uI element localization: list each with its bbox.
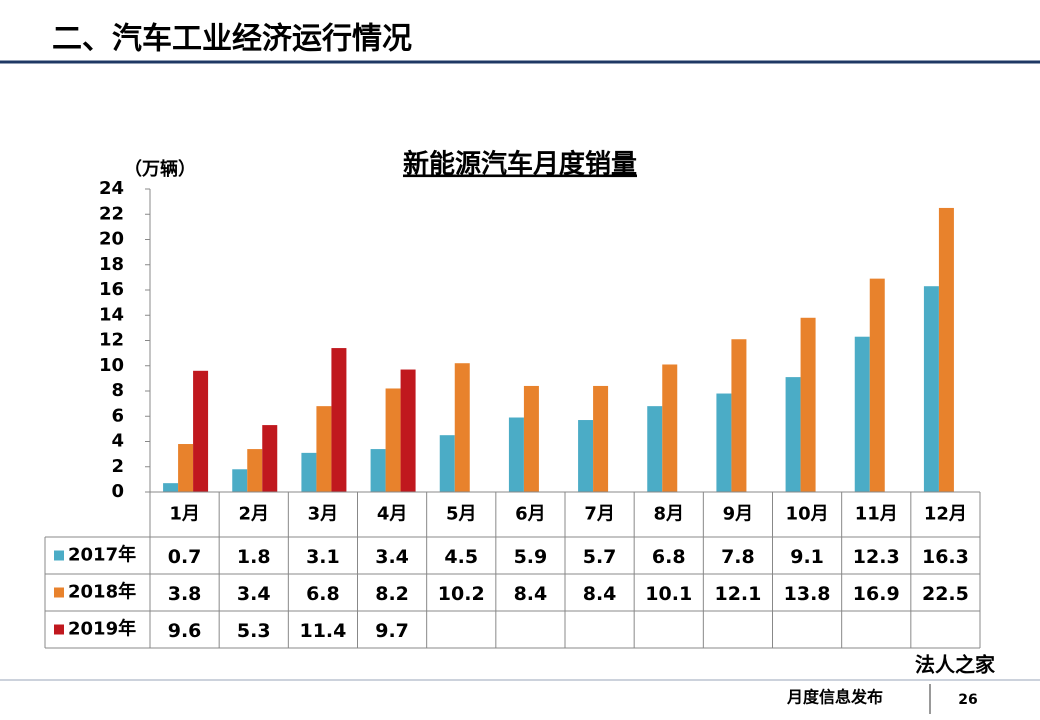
- table-value: 5.9: [514, 546, 548, 568]
- bar: [923, 286, 939, 492]
- table-value: 12.3: [853, 546, 900, 568]
- table-value: 6.8: [652, 546, 686, 568]
- table-value: 9.7: [375, 620, 409, 642]
- y-tick-label: 4: [111, 431, 124, 452]
- bar: [247, 449, 263, 492]
- bar: [331, 348, 347, 492]
- bar: [316, 406, 332, 492]
- bar: [869, 278, 885, 492]
- x-tick-label: 7月: [584, 504, 615, 525]
- x-tick-label: 8月: [653, 504, 684, 525]
- bar: [578, 420, 594, 492]
- legend-label: 2018年: [68, 581, 136, 603]
- table-value: 11.4: [299, 620, 346, 642]
- legend-label: 2019年: [68, 618, 136, 640]
- x-tick-label: 10月: [786, 504, 829, 525]
- legend-swatch: [54, 587, 64, 598]
- table-value: 0.7: [168, 546, 202, 568]
- table-value: 22.5: [922, 583, 969, 605]
- table-value: 5.3: [237, 620, 271, 642]
- bar: [370, 449, 386, 492]
- bar: [193, 370, 209, 492]
- table-value: 3.1: [306, 546, 340, 568]
- y-axis-label: （万辆）: [124, 158, 196, 180]
- bar: [593, 385, 609, 492]
- table-value: 7.8: [721, 546, 755, 568]
- bar: [232, 469, 248, 492]
- table-value: 3.4: [237, 583, 271, 605]
- y-tick-label: 0: [111, 481, 124, 502]
- table-value: 16.9: [853, 583, 900, 605]
- y-tick-label: 22: [99, 203, 124, 224]
- table-value: 8.2: [375, 583, 409, 605]
- table-value: 3.8: [168, 583, 202, 605]
- page-number: 26: [958, 692, 977, 708]
- y-tick-label: 10: [99, 355, 124, 376]
- bar: [716, 393, 732, 492]
- table-value: 1.8: [237, 546, 271, 568]
- footer-text: 月度信息发布: [786, 688, 883, 707]
- x-tick-label: 5月: [446, 504, 477, 525]
- y-tick-label: 6: [111, 405, 124, 426]
- legend-swatch: [54, 550, 64, 561]
- table-value: 12.1: [714, 583, 761, 605]
- y-tick-label: 24: [99, 178, 124, 199]
- bar: [647, 406, 663, 492]
- y-tick-label: 12: [99, 330, 124, 351]
- bar: [662, 364, 678, 492]
- y-tick-label: 2: [111, 456, 124, 477]
- table-value: 16.3: [922, 546, 969, 568]
- bar: [301, 452, 317, 492]
- x-tick-label: 11月: [855, 504, 898, 525]
- y-tick-label: 20: [99, 229, 124, 250]
- legend-swatch: [54, 624, 64, 635]
- slide-header: 二、汽车工业经济运行情况: [52, 22, 412, 57]
- x-tick-label: 6月: [515, 504, 546, 525]
- table-value: 3.4: [375, 546, 409, 568]
- y-tick-label: 18: [99, 254, 124, 275]
- bar: [163, 483, 179, 492]
- table-value: 9.1: [790, 546, 824, 568]
- table-value: 8.4: [583, 583, 617, 605]
- x-tick-label: 9月: [723, 504, 754, 525]
- table-value: 10.1: [645, 583, 692, 605]
- bar: [439, 435, 455, 492]
- bar: [385, 388, 401, 492]
- table-value: 13.8: [784, 583, 831, 605]
- table-value: 5.7: [583, 546, 617, 568]
- bar: [523, 385, 539, 492]
- bar: [178, 444, 194, 492]
- x-tick-label: 2月: [238, 504, 269, 525]
- bar: [854, 336, 870, 492]
- x-tick-label: 12月: [924, 504, 967, 525]
- table-value: 8.4: [514, 583, 548, 605]
- bar: [785, 377, 801, 492]
- bar: [508, 417, 524, 492]
- y-tick-label: 16: [99, 279, 124, 300]
- x-tick-label: 1月: [169, 504, 200, 525]
- bar: [938, 207, 954, 492]
- y-tick-label: 14: [99, 304, 124, 325]
- table-value: 9.6: [168, 620, 202, 642]
- bar: [262, 425, 278, 492]
- bar: [400, 369, 416, 492]
- legend-label: 2017年: [68, 544, 136, 566]
- table-value: 6.8: [306, 583, 340, 605]
- y-tick-label: 8: [111, 380, 124, 401]
- table-value: 4.5: [444, 546, 478, 568]
- table-value: 10.2: [438, 583, 485, 605]
- chart-title: 新能源汽车月度销量: [403, 149, 637, 180]
- bar: [731, 339, 747, 492]
- bar: [800, 317, 816, 492]
- x-tick-label: 3月: [308, 504, 339, 525]
- bar: [454, 363, 470, 492]
- watermark: 法人之家: [915, 653, 996, 677]
- x-tick-label: 4月: [377, 504, 408, 525]
